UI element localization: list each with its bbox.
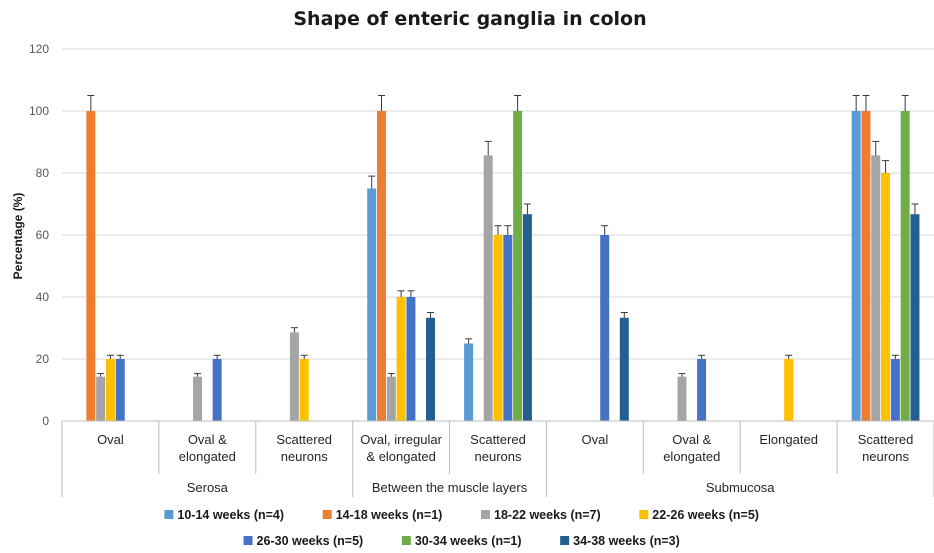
category-label: Oval, irregular & elongated xyxy=(360,432,442,464)
bar xyxy=(426,317,436,421)
bar xyxy=(96,376,106,421)
bar xyxy=(212,359,222,421)
y-tick-label: 0 xyxy=(42,414,49,428)
group-label: Serosa xyxy=(187,480,229,495)
bar xyxy=(784,359,794,421)
bar xyxy=(396,297,406,421)
bar xyxy=(677,376,687,421)
bar xyxy=(299,359,309,421)
legend-label: 30-34 weeks (n=1) xyxy=(415,534,522,548)
bar xyxy=(367,188,377,421)
bar xyxy=(851,111,861,421)
bar xyxy=(861,111,871,421)
y-tick-label: 80 xyxy=(36,166,50,180)
y-tick-label: 20 xyxy=(36,352,50,366)
legend: 10-14 weeks (n=4) 14-18 weeks (n=1) 18-22 … xyxy=(164,508,759,548)
group-label: Between the muscle layers xyxy=(372,480,528,495)
y-tick-label: 120 xyxy=(29,42,49,56)
category-label: Oval & elongated xyxy=(663,432,720,464)
bar xyxy=(406,297,416,421)
legend-label: 14-18 weeks (n=1) xyxy=(336,508,443,522)
bar xyxy=(386,376,396,421)
legend-label: 22-26 weeks (n=5) xyxy=(652,508,759,522)
bar xyxy=(377,111,387,421)
group-label: Submucosa xyxy=(706,480,775,495)
legend-swatch xyxy=(243,536,253,545)
bar xyxy=(493,235,503,421)
bar xyxy=(522,214,532,421)
category-label: Scattered neurons xyxy=(858,432,914,464)
category-label: Elongated xyxy=(759,432,818,447)
bar xyxy=(697,359,707,421)
bar xyxy=(619,317,629,421)
y-tick-label: 40 xyxy=(36,290,50,304)
legend-swatch xyxy=(639,510,649,519)
y-axis-label: Percentage (%) xyxy=(11,193,25,280)
axes: 0 20 40 60 80 100 120 Oval Oval & elongated Scatte… xyxy=(29,42,934,497)
bar xyxy=(86,111,96,421)
bar xyxy=(900,111,910,421)
y-tick-label: 100 xyxy=(29,104,49,118)
category-label: Scattered neurons xyxy=(276,432,332,464)
chart-title: Shape of enteric ganglia in colon xyxy=(293,8,646,30)
bar xyxy=(115,359,125,421)
bar xyxy=(193,376,203,421)
legend-label: 18-22 weeks (n=7) xyxy=(494,508,601,522)
bar xyxy=(871,155,881,421)
legend-label: 34-38 weeks (n=3) xyxy=(573,534,680,548)
bar xyxy=(881,173,891,421)
category-label: Oval xyxy=(582,432,609,447)
bar xyxy=(105,359,115,421)
bars xyxy=(86,95,920,421)
legend-label: 10-14 weeks (n=4) xyxy=(177,508,284,522)
bar xyxy=(600,235,610,421)
bar xyxy=(483,155,493,421)
category-label: Scattered neurons xyxy=(470,432,526,464)
legend-label: 26-30 weeks (n=5) xyxy=(257,534,364,548)
bar xyxy=(513,111,523,421)
legend-swatch xyxy=(560,536,570,545)
bar xyxy=(910,214,920,421)
bar xyxy=(890,359,900,421)
category-label: Oval & elongated xyxy=(179,432,236,464)
legend-swatch xyxy=(401,536,411,545)
legend-swatch xyxy=(322,510,332,519)
bar xyxy=(289,332,299,421)
bar xyxy=(464,343,474,421)
legend-swatch xyxy=(481,510,490,519)
category-label: Oval xyxy=(97,432,124,447)
bar xyxy=(503,235,513,421)
legend-swatch xyxy=(164,510,174,519)
y-tick-label: 60 xyxy=(36,228,50,242)
